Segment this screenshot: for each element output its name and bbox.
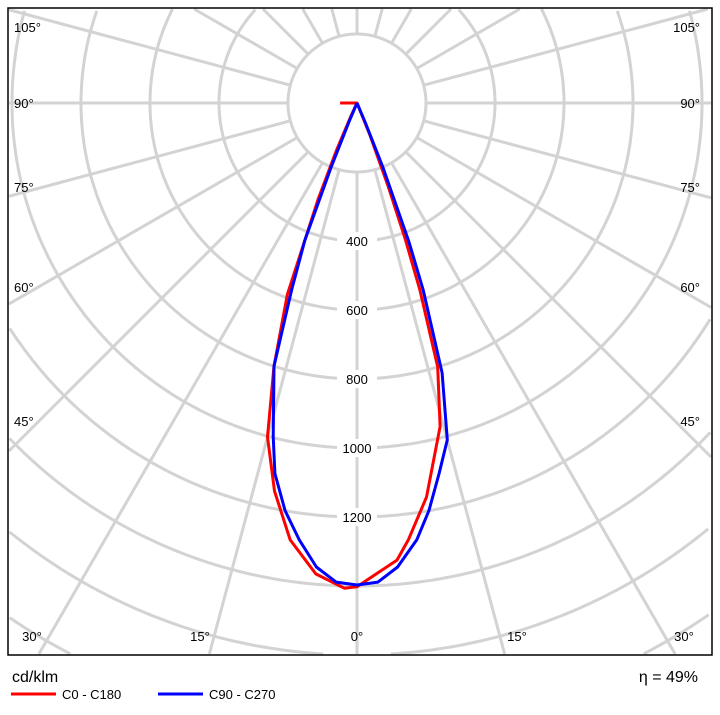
legend-label-c90-c270: C90 - C270	[209, 687, 275, 702]
angle-label: 75°	[680, 180, 700, 195]
angle-label: 30°	[22, 629, 42, 644]
radial-label-bg	[337, 301, 377, 319]
grid-circle	[8, 613, 710, 656]
angle-label: 30°	[674, 629, 694, 644]
radial-tick-label: 600	[346, 303, 368, 318]
grid-spoke	[261, 7, 310, 56]
radial-labels: 400 600 800 1000 1200	[337, 232, 377, 526]
legend-label-c0-c180: C0 - C180	[62, 687, 121, 702]
radial-label-bg	[337, 508, 377, 526]
grid-circle	[79, 10, 635, 381]
angle-label: 60°	[14, 280, 34, 295]
angle-label: 90°	[680, 96, 700, 111]
efficiency-label: η = 49%	[639, 669, 698, 686]
grid-spoke	[8, 8, 291, 87]
grid-circle	[8, 527, 710, 656]
grid-circle	[217, 8, 497, 243]
curve-c90-c270	[271, 102, 449, 587]
angle-label: 75°	[14, 180, 34, 195]
angle-labels-right: 105° 90° 75° 60° 45°	[673, 20, 700, 429]
radial-label-bg	[337, 439, 377, 457]
grid-circle	[286, 32, 428, 174]
grid-spoke	[193, 7, 298, 70]
radial-tick-label: 1000	[343, 441, 372, 456]
grid-spoke	[301, 8, 324, 44]
grid-spoke	[423, 119, 712, 200]
angle-label: 45°	[14, 414, 34, 429]
plot-frame	[7, 7, 713, 656]
radial-tick-label: 800	[346, 372, 368, 387]
grid-spoke	[404, 150, 713, 459]
polar-grid	[7, 7, 713, 656]
grid-circle	[10, 10, 704, 450]
angle-labels-bottom: 30° 15° 0° 15° 30°	[22, 629, 694, 644]
grid-spoke	[404, 7, 453, 56]
angle-label: 15°	[507, 629, 527, 644]
angle-label: 60°	[680, 280, 700, 295]
grid-spoke	[8, 119, 291, 198]
grid-spoke	[423, 7, 709, 87]
radial-tick-label: 1200	[343, 510, 372, 525]
legend: C0 - C180 C90 - C270	[11, 687, 275, 702]
grid-spoke	[390, 8, 413, 44]
grid-spoke	[390, 162, 677, 655]
angle-label: 45°	[680, 414, 700, 429]
grid-circle	[8, 431, 712, 588]
grid-spoke	[416, 7, 521, 70]
angle-labels-left: 105° 90° 75° 60° 45°	[14, 20, 41, 429]
grid-spoke	[37, 162, 324, 655]
radial-label-bg	[337, 370, 377, 388]
grid-spoke	[330, 8, 341, 37]
unit-label: cd/klm	[12, 669, 58, 686]
grid-spoke	[416, 136, 712, 309]
angle-label: 105°	[14, 20, 41, 35]
curves	[266, 101, 449, 590]
angle-label: 15°	[190, 629, 210, 644]
angle-label: 0°	[351, 629, 363, 644]
radial-label-bg	[337, 232, 377, 250]
grid-circle	[8, 318, 712, 519]
grid-spoke	[373, 8, 384, 37]
angle-label: 90°	[14, 96, 34, 111]
angle-label: 105°	[673, 20, 700, 35]
radial-tick-label: 400	[346, 234, 368, 249]
